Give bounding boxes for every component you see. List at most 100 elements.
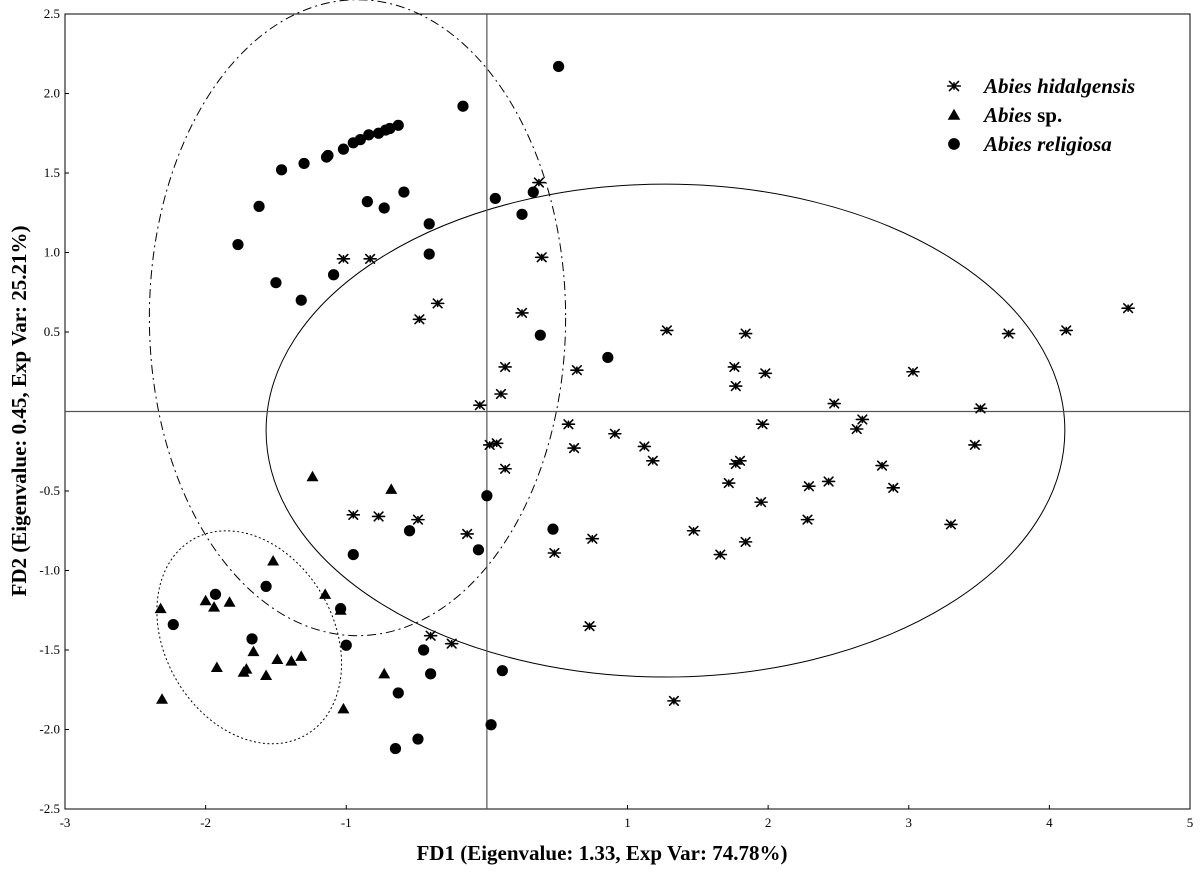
point-abies-hidalgensis: [667, 695, 681, 707]
point-abies-religiosa: [361, 196, 373, 208]
point-abies-sp: [267, 554, 280, 566]
x-tick-label: 4: [1046, 815, 1053, 830]
point-abies-hidalgensis: [1059, 325, 1074, 336]
x-tick-label: 1: [624, 815, 631, 830]
point-abies-hidalgensis: [821, 476, 836, 487]
point-abies-religiosa: [246, 633, 258, 645]
point-abies-sp: [156, 693, 169, 704]
point-abies-religiosa: [167, 618, 179, 631]
y-tick-label: 2.5: [44, 6, 60, 21]
point-abies-hidalgensis: [534, 252, 549, 263]
point-abies-hidalgensis: [733, 455, 747, 466]
point-abies-religiosa: [403, 525, 416, 537]
point-abies-hidalgensis: [336, 253, 351, 264]
ellipse-abies-hidalgensis: [265, 183, 1066, 678]
legend-marker-abies-religiosa: [948, 138, 960, 150]
reference-lines: [65, 14, 1190, 809]
point-abies-religiosa: [335, 603, 347, 615]
x-tick-label: 5: [1187, 815, 1194, 830]
point-abies-sp: [199, 594, 212, 606]
point-abies-religiosa: [295, 294, 307, 306]
point-abies-religiosa: [423, 218, 435, 230]
point-abies-sp: [295, 650, 308, 661]
point-abies-hidalgensis: [430, 298, 445, 309]
point-abies-hidalgensis: [498, 361, 512, 373]
point-abies-sp: [271, 653, 284, 665]
point-abies-hidalgensis: [849, 423, 864, 435]
point-abies-religiosa: [602, 351, 614, 364]
point-abies-hidalgensis: [728, 380, 743, 392]
legend: Abies hidalgensis Abies sp. Abies religios…: [946, 74, 1135, 156]
y-axis-label: FD2 (Eigenvalue: 0.45, Exp Var: 25.21%): [7, 225, 31, 596]
point-abies-hidalgensis: [582, 621, 597, 632]
point-abies-hidalgensis: [346, 509, 361, 520]
point-abies-religiosa: [270, 277, 282, 289]
point-abies-hidalgensis: [721, 477, 736, 489]
point-abies-hidalgensis: [754, 497, 768, 508]
point-abies-hidalgensis: [489, 438, 504, 449]
legend-label-abies-hidalgensis: Abies hidalgensis: [982, 74, 1135, 98]
point-abies-hidalgensis: [886, 482, 901, 493]
legend-marker-abies-sp: [947, 108, 961, 120]
point-abies-religiosa: [412, 733, 424, 745]
point-abies-hidalgensis: [423, 630, 438, 641]
point-abies-hidalgensis: [973, 403, 988, 414]
point-abies-hidalgensis: [567, 442, 581, 454]
point-abies-religiosa: [472, 544, 485, 556]
point-abies-hidalgensis: [371, 511, 386, 522]
point-abies-religiosa: [398, 186, 410, 198]
point-abies-religiosa: [392, 687, 404, 699]
point-abies-sp: [319, 588, 332, 599]
point-abies-hidalgensis: [515, 307, 529, 319]
axis-ticks: -3 -2 -1 1 2 3 4 5 2.5 2.0 1.5 1.0 0.5 -0.5 -1.0 -1.5 -2…: [39, 6, 1193, 830]
x-tick-label: 2: [765, 815, 772, 830]
point-abies-religiosa: [417, 644, 430, 656]
y-tick-label: -1.0: [39, 563, 60, 578]
legend-label-abies-religiosa: Abies religiosa: [982, 132, 1112, 156]
point-abies-hidalgensis: [494, 388, 508, 400]
y-tick-label: 1.0: [44, 245, 60, 260]
point-abies-hidalgensis: [660, 325, 674, 336]
point-abies-religiosa: [253, 200, 265, 212]
y-tick-label: 0.5: [44, 324, 60, 339]
point-abies-hidalgensis: [363, 253, 377, 264]
point-abies-religiosa: [378, 202, 390, 214]
point-abies-hidalgensis: [646, 455, 660, 466]
point-abies-sp: [247, 645, 260, 657]
confidence-ellipses: [148, 0, 1066, 745]
point-abies-hidalgensis: [800, 514, 815, 525]
point-abies-hidalgensis: [855, 414, 870, 425]
point-abies-hidalgensis: [498, 463, 512, 474]
point-abies-hidalgensis: [411, 514, 425, 525]
point-abies-hidalgensis: [547, 547, 562, 559]
y-tick-label: -2.0: [39, 722, 60, 737]
point-abies-religiosa: [423, 248, 435, 260]
point-abies-hidalgensis: [802, 481, 816, 492]
point-abies-sp: [154, 602, 167, 614]
point-abies-hidalgensis: [968, 439, 982, 451]
point-abies-sp: [223, 596, 236, 607]
x-axis-label: FD1 (Eigenvalue: 1.33, Exp Var: 74.78%): [416, 841, 787, 865]
point-abies-religiosa: [425, 668, 437, 680]
point-abies-religiosa: [363, 129, 375, 141]
point-abies-religiosa: [389, 742, 402, 755]
x-tick-label: 3: [906, 815, 913, 830]
point-abies-sp: [337, 702, 350, 714]
y-tick-label: -0.5: [39, 483, 60, 498]
point-abies-sp: [378, 667, 391, 679]
point-abies-religiosa: [322, 149, 334, 162]
point-abies-hidalgensis: [727, 361, 742, 373]
point-abies-religiosa: [347, 549, 359, 561]
point-abies-hidalgensis: [532, 177, 546, 188]
point-abies-hidalgensis: [1121, 303, 1135, 314]
point-abies-religiosa: [384, 122, 396, 135]
y-tick-label: -2.5: [39, 801, 60, 816]
point-abies-hidalgensis: [561, 419, 576, 430]
point-abies-religiosa: [534, 329, 546, 341]
point-abies-religiosa: [327, 269, 340, 281]
point-abies-religiosa: [489, 192, 501, 205]
point-abies-religiosa: [337, 143, 350, 155]
point-abies-hidalgensis: [875, 460, 889, 471]
point-abies-religiosa: [481, 490, 493, 502]
